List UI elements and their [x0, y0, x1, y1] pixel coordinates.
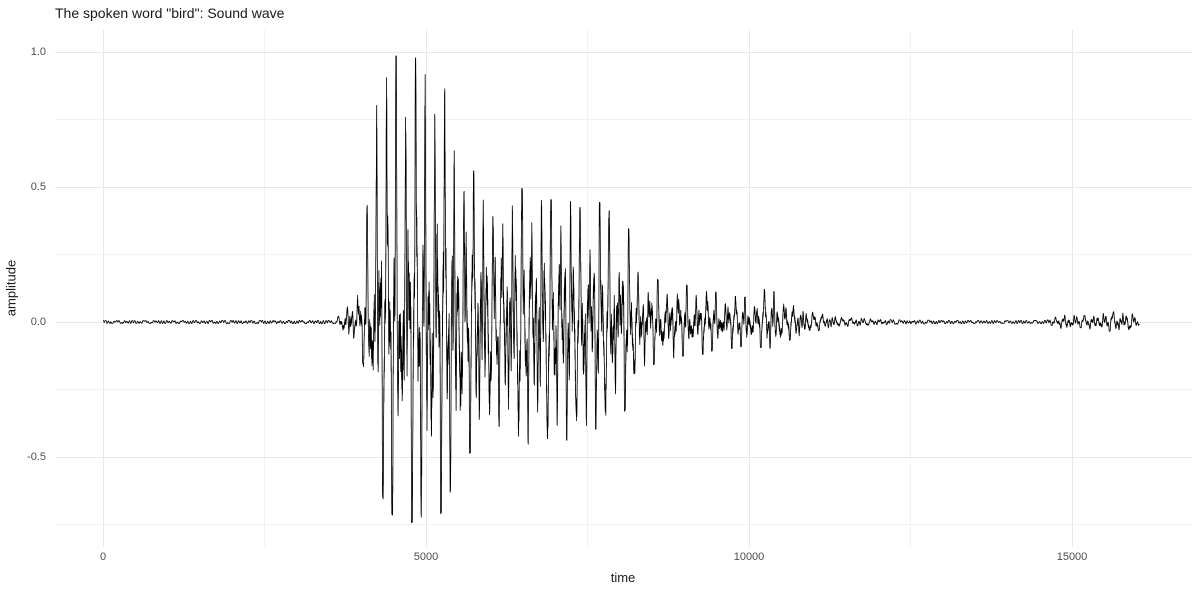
x-axis-title: time	[610, 570, 636, 585]
y-tick-label: 0.5	[30, 181, 46, 193]
y-tick-label: 0.0	[30, 316, 46, 328]
y-axis-tick-labels: 1.0 0.5 0.0 -0.5	[0, 30, 46, 547]
chart-title: The spoken word "bird": Sound wave	[55, 5, 285, 21]
x-tick-label: 5000	[413, 551, 439, 563]
y-tick-label: -0.5	[27, 451, 46, 463]
plot-panel	[55, 30, 1192, 547]
x-tick-label: 0	[99, 551, 107, 563]
x-axis-tick-labels: 0 5000 10000 15000	[55, 551, 1192, 565]
x-tick-label: 15000	[1056, 551, 1088, 563]
x-tick-label: 10000	[733, 551, 765, 563]
waveform-canvas	[55, 30, 1192, 547]
y-tick-label: 1.0	[30, 46, 46, 58]
